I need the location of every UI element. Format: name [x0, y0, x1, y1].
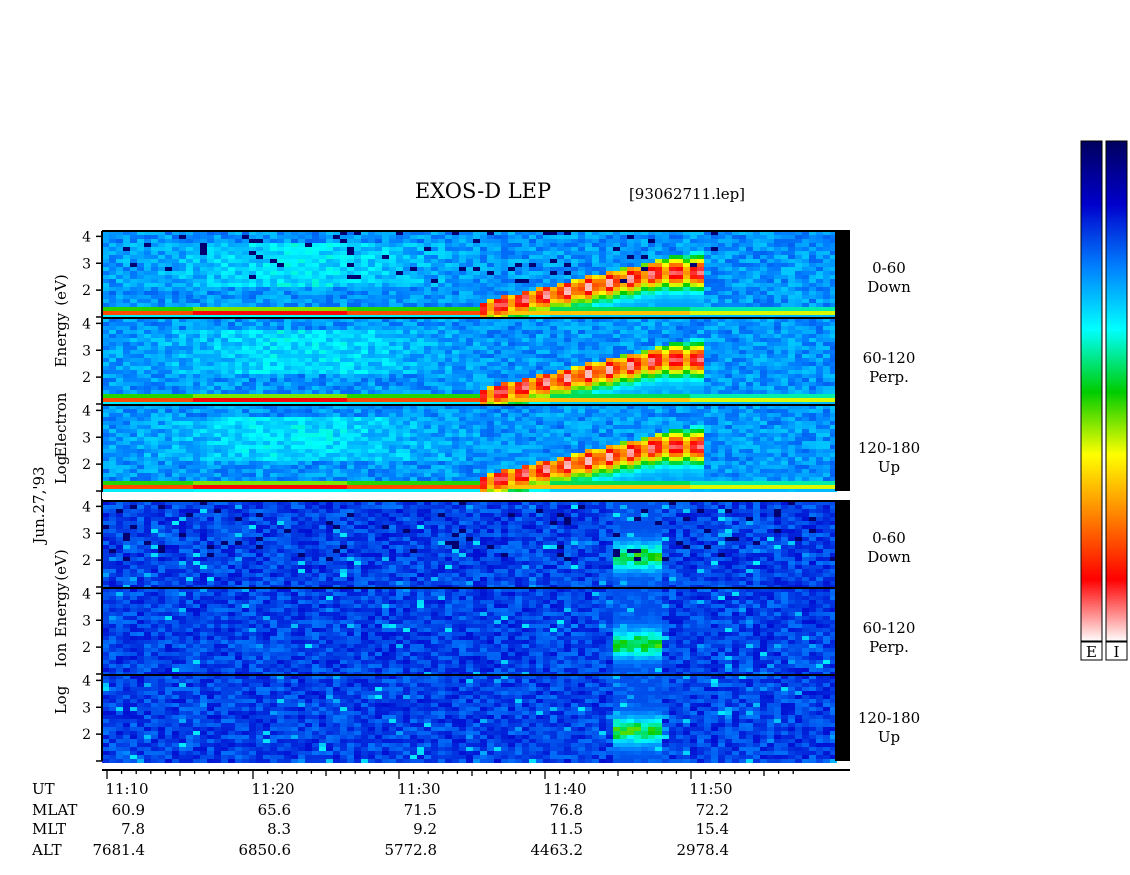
panel-direction-label: Up: [878, 458, 900, 476]
orbit-value: 5772.8: [385, 841, 438, 859]
electron-ylabel-2: Energy: [52, 312, 70, 367]
electron-ylabel-3: (eV): [52, 274, 70, 305]
panel-direction-label: Perp.: [869, 638, 909, 656]
ytick-label: 3: [82, 256, 91, 272]
orbit-value: 11:30: [397, 780, 440, 798]
orbit-value: 65.6: [258, 801, 291, 819]
colorbar-I: I: [1105, 140, 1128, 661]
orbit-value: 11:50: [689, 780, 732, 798]
ytick-label: 3: [82, 613, 91, 629]
panel-direction-label: Down: [867, 548, 911, 566]
ytick-label: 4: [82, 403, 91, 419]
orbit-value: 60.9: [112, 801, 145, 819]
panel-direction-label: Down: [867, 278, 911, 296]
ytick-label: 2: [82, 640, 91, 656]
panel-angle-label: 60-120: [863, 619, 916, 637]
date-label: Jun.27,'93: [30, 466, 48, 545]
orbit-value: 7.8: [121, 820, 145, 838]
file-label: [93062711.lep]: [629, 185, 745, 203]
orbit-row-label: UT: [32, 780, 55, 798]
panel-ion-0-60: 2 3 4: [82, 499, 850, 589]
orbit-value: 15.4: [696, 820, 729, 838]
ytick-label: 2: [82, 457, 91, 473]
orbit-value: 9.2: [413, 820, 437, 838]
panel-angle-label: 120-180: [858, 709, 920, 727]
ytick-label: 2: [82, 283, 91, 299]
ytick-label: 3: [82, 430, 91, 446]
panel-direction-label: Perp.: [869, 368, 909, 386]
panel-angle-label: 120-180: [858, 439, 920, 457]
ytick-label: 3: [82, 700, 91, 716]
panel-electron-60-120: 2 3 4: [82, 316, 850, 406]
ion-ylabel-2: Energy: [52, 582, 70, 637]
ytick-label: 4: [82, 316, 91, 332]
ytick-label: 4: [82, 499, 91, 515]
orbit-row-label: MLAT: [32, 801, 77, 819]
orbit-value: 8.3: [267, 820, 291, 838]
orbit-value: 11:20: [251, 780, 294, 798]
ytick-label: 4: [82, 673, 91, 689]
colorbar-E: E: [1080, 140, 1103, 661]
panel-angle-label: 0-60: [872, 529, 906, 547]
panel-angle-label: 60-120: [863, 349, 916, 367]
ytick-label: 4: [82, 586, 91, 602]
colorbar-label: E: [1086, 643, 1097, 661]
panel-electron-120-180: 2 3 4: [82, 403, 850, 493]
chart-title: EXOS-D LEP: [415, 179, 551, 203]
orbit-value: 72.2: [696, 801, 729, 819]
ytick-label: 2: [82, 370, 91, 386]
orbit-table: UT 11:10 11:20 11:30 11:40 11:50 MLAT 60.9 65.6 7…: [31, 780, 733, 859]
electron-ylabel-0: Log: [52, 455, 70, 484]
panel-ion-60-120: 2 3 4: [82, 586, 850, 676]
orbit-value: 71.5: [404, 801, 437, 819]
panel-electron-0-60: 2 3 4: [82, 229, 850, 319]
ytick-label: 2: [82, 727, 91, 743]
spectrogram-panels: 2 3 4 2 3 4 2 3 4 2 3 4 2 3 4 2 3 4: [82, 229, 850, 763]
orbit-value: 11:40: [543, 780, 586, 798]
colorbar-label: I: [1114, 643, 1120, 661]
orbit-value: 6850.6: [239, 841, 292, 859]
orbit-value: 76.8: [550, 801, 583, 819]
orbit-value: 2978.4: [677, 841, 730, 859]
ion-ylabel-3: (eV): [52, 549, 70, 580]
ytick-label: 2: [82, 553, 91, 569]
panel-ion-120-180: 2 3 4: [82, 673, 850, 763]
panel-direction-label: Up: [878, 728, 900, 746]
ion-ylabel-1: Ion: [52, 642, 70, 667]
orbit-value: 11.5: [550, 820, 583, 838]
axes: [101, 231, 851, 779]
orbit-row-label: MLT: [32, 820, 66, 838]
panel-angle-label: 0-60: [872, 259, 906, 277]
group-gap: [102, 492, 851, 499]
orbit-value: 4463.2: [531, 841, 584, 859]
orbit-row-label: ALT: [31, 841, 62, 859]
ion-ylabel-0: Log: [52, 685, 70, 714]
electron-ylabel-1: Electron: [52, 392, 70, 457]
ytick-label: 3: [82, 343, 91, 359]
labels: LogElectronEnergy(eV)LogIonEnergy(eV)Jun…: [30, 259, 920, 746]
orbit-value: 11:10: [105, 780, 148, 798]
ytick-label: 4: [82, 229, 91, 245]
orbit-value: 7681.4: [93, 841, 146, 859]
ytick-label: 3: [82, 526, 91, 542]
